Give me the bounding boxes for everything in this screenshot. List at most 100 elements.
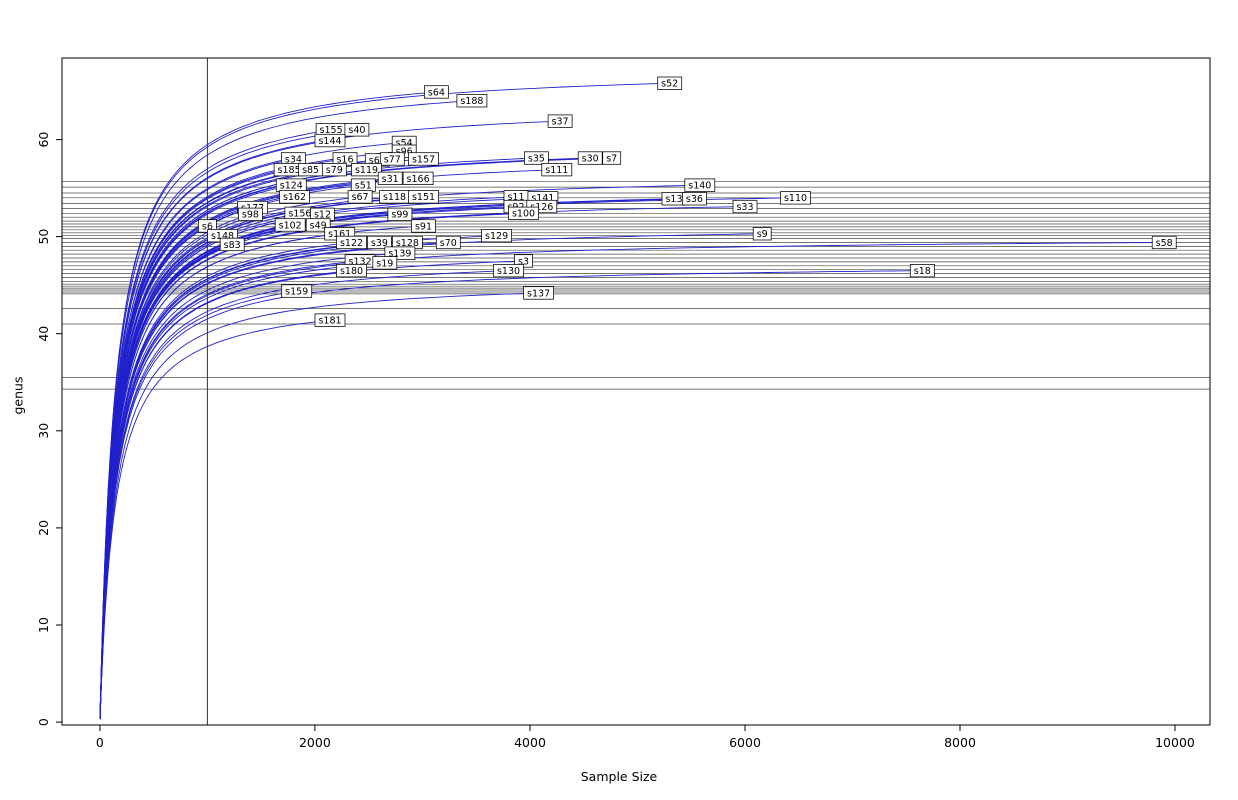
sample-label-box bbox=[219, 237, 245, 252]
x-tick-label: 10000 bbox=[1155, 735, 1195, 750]
sample-label: s85 bbox=[302, 165, 319, 176]
y-tick-label: 60 bbox=[36, 132, 51, 148]
sample-label-box bbox=[351, 163, 382, 177]
sample-label: s122 bbox=[340, 238, 363, 249]
x-axis-title: Sample Size bbox=[580, 769, 658, 784]
sample-label: s129 bbox=[485, 231, 508, 242]
sample-label-box bbox=[372, 256, 398, 270]
sample-label: s30 bbox=[582, 153, 599, 164]
sample-label-box bbox=[314, 133, 346, 148]
y-tick-label: 10 bbox=[36, 617, 51, 633]
sample-label: s166 bbox=[407, 174, 430, 185]
sample-label: s188 bbox=[460, 96, 483, 107]
sample-label: s140 bbox=[688, 181, 711, 192]
sample-label: s111 bbox=[545, 165, 568, 176]
sample-label-box bbox=[424, 85, 449, 99]
sample-label: s99 bbox=[391, 210, 408, 221]
sample-label-box bbox=[541, 163, 573, 177]
sample-label-box bbox=[547, 114, 573, 128]
sample-label-box bbox=[281, 284, 313, 298]
rarefaction-curve bbox=[99, 100, 473, 718]
x-tick-label: 8000 bbox=[944, 735, 976, 750]
rarefaction-curve bbox=[99, 197, 796, 719]
sample-label-box bbox=[367, 235, 392, 250]
sample-label: s39 bbox=[371, 238, 388, 249]
sample-label: s6 bbox=[202, 221, 213, 232]
sample-label: s31 bbox=[382, 174, 399, 185]
sample-label: s148 bbox=[211, 231, 234, 242]
sample-label: s54 bbox=[396, 138, 413, 149]
sample-label: s19 bbox=[376, 258, 393, 269]
rarefaction-curve bbox=[99, 270, 923, 720]
sample-label: s3 bbox=[518, 256, 529, 267]
sample-label: s33 bbox=[736, 202, 753, 213]
y-tick-label: 0 bbox=[36, 718, 51, 726]
sample-label-box bbox=[387, 207, 413, 221]
sample-label: s130 bbox=[497, 266, 520, 277]
sample-label: s35 bbox=[528, 153, 545, 164]
y-tick-label: 30 bbox=[36, 423, 51, 439]
sample-label: s139 bbox=[388, 249, 411, 260]
sample-label: s49 bbox=[310, 220, 327, 231]
sample-label-box bbox=[456, 94, 488, 108]
sample-label: s100 bbox=[512, 209, 535, 220]
sample-label: s102 bbox=[279, 220, 302, 231]
plot-border bbox=[61, 57, 1211, 726]
sample-label: s98 bbox=[242, 210, 259, 221]
sample-label-box bbox=[780, 191, 811, 205]
sample-label-box bbox=[493, 264, 524, 278]
sample-label-box bbox=[508, 206, 539, 220]
sample-label: s161 bbox=[328, 229, 351, 240]
sample-label: s162 bbox=[283, 192, 306, 203]
y-tick-label: 40 bbox=[36, 326, 51, 342]
sample-label: s128 bbox=[396, 238, 419, 249]
sample-label: s36 bbox=[686, 194, 703, 205]
sample-label: s65 bbox=[369, 155, 386, 166]
sample-label-box bbox=[347, 190, 373, 204]
sample-label: s12 bbox=[314, 210, 331, 221]
sample-label: s37 bbox=[552, 117, 569, 128]
sample-label-box bbox=[435, 235, 461, 250]
sample-label-box bbox=[682, 192, 707, 206]
sample-label: s51 bbox=[355, 181, 372, 192]
rarefaction-curve bbox=[99, 169, 290, 719]
sample-label-box bbox=[314, 313, 346, 327]
sample-label: s157 bbox=[412, 154, 435, 165]
sample-label-box bbox=[408, 152, 439, 166]
sample-label: s181 bbox=[318, 316, 341, 327]
sample-label-box bbox=[411, 219, 436, 233]
rarefaction-curve bbox=[99, 290, 298, 720]
sample-label: s58 bbox=[1156, 238, 1173, 249]
sample-label-box bbox=[238, 207, 263, 221]
sample-label-box bbox=[684, 178, 716, 192]
sample-label: s13 bbox=[665, 194, 682, 205]
sample-label: s119 bbox=[355, 165, 378, 176]
y-tick-label: 50 bbox=[36, 229, 51, 245]
sample-label: s96 bbox=[396, 147, 413, 158]
sample-label: s141 bbox=[531, 193, 554, 204]
rarefaction-curve bbox=[99, 91, 437, 718]
x-tick-label: 2000 bbox=[299, 735, 331, 750]
x-tick-label: 4000 bbox=[514, 735, 546, 750]
sample-label-box bbox=[377, 171, 403, 185]
sample-label: s52 bbox=[661, 79, 678, 90]
sample-label-box bbox=[523, 286, 554, 300]
sample-label: s91 bbox=[415, 221, 432, 232]
sample-label-box bbox=[336, 235, 367, 250]
sample-label-box bbox=[909, 264, 935, 278]
sample-label-box bbox=[524, 151, 549, 165]
rarefaction-curve bbox=[99, 198, 675, 719]
rarefaction-curve bbox=[99, 206, 543, 719]
sample-label-box bbox=[732, 199, 758, 214]
rarefaction-curve bbox=[99, 196, 424, 719]
sample-label: s67 bbox=[352, 192, 369, 203]
sample-label: s137 bbox=[527, 288, 550, 299]
sample-label: s132 bbox=[349, 256, 372, 267]
sample-label: s180 bbox=[340, 266, 363, 277]
sample-label: s34 bbox=[285, 154, 302, 165]
sample-label-box bbox=[1151, 235, 1177, 250]
sample-label-box bbox=[279, 190, 310, 204]
sample-label: s18 bbox=[914, 266, 931, 277]
